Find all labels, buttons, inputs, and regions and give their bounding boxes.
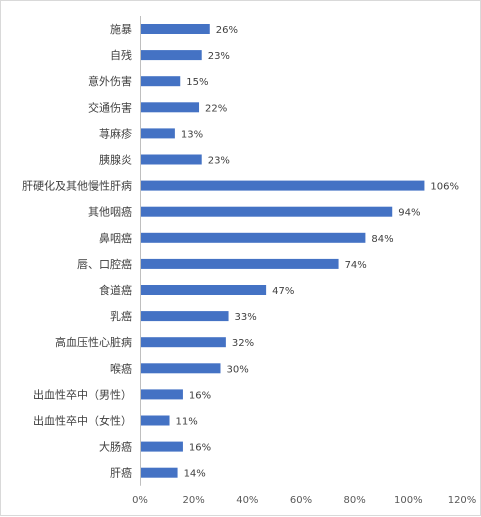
data-label: 74% [345, 260, 367, 271]
category-label: 出血性卒中（男性） [33, 387, 132, 401]
data-label: 13% [181, 129, 203, 140]
bar [141, 285, 267, 295]
labels-layer: 施暴 26% 自残 23% 意外伤害 15% 交通伤害 22% 荨麻疹 13% 胰腺炎 23% 肝硬化及… [22, 23, 476, 506]
data-label: 15% [186, 77, 208, 88]
category-label: 食道癌 [99, 283, 132, 297]
category-label: 施暴 [110, 23, 132, 36]
category-label: 意外伤害 [88, 74, 132, 88]
x-tick-label: 120% [448, 495, 477, 506]
category-label: 肝硬化及其他慢性肝病 [22, 179, 132, 193]
data-label: 47% [272, 286, 294, 297]
bar [141, 24, 210, 34]
category-label: 大肠癌 [99, 440, 132, 454]
data-label: 11% [176, 417, 198, 428]
bar [141, 128, 175, 139]
x-tick-label: 100% [394, 495, 423, 506]
category-label: 交通伤害 [88, 100, 132, 114]
bar [141, 102, 200, 113]
bar [141, 467, 178, 478]
data-label: 106% [430, 182, 459, 193]
data-label: 16% [189, 443, 211, 454]
data-label: 14% [184, 469, 206, 480]
bar [141, 337, 226, 348]
bar [141, 441, 183, 452]
data-label: 22% [205, 103, 227, 114]
data-label: 16% [189, 390, 211, 401]
category-label: 高血压性心脏病 [55, 335, 132, 349]
x-tick-label: 0% [132, 495, 148, 506]
category-label: 自残 [110, 48, 132, 62]
category-label: 其他咽癌 [88, 205, 132, 219]
category-label: 乳癌 [110, 309, 132, 323]
bar [141, 415, 170, 426]
data-label: 30% [227, 364, 249, 375]
bar [141, 311, 229, 322]
bar [141, 50, 202, 61]
bar [141, 258, 339, 269]
x-tick-label: 80% [344, 495, 366, 506]
bar [141, 389, 183, 400]
data-label: 26% [216, 25, 238, 36]
data-label: 94% [398, 208, 420, 219]
category-label: 出血性卒中（女性） [33, 414, 132, 428]
category-label: 胰腺炎 [99, 153, 132, 167]
category-label: 喉癌 [110, 361, 132, 375]
x-tick-label: 40% [236, 495, 258, 506]
x-tick-label: 20% [183, 495, 205, 506]
category-label: 鼻咽癌 [99, 231, 132, 245]
bars-layer [141, 24, 425, 478]
data-label: 23% [208, 156, 230, 167]
x-tick-label: 60% [290, 495, 312, 506]
bar [141, 180, 425, 191]
bar [141, 232, 366, 243]
category-label: 肝癌 [110, 466, 132, 480]
bar [141, 363, 221, 374]
category-label: 荨麻疹 [99, 126, 132, 140]
bar [141, 154, 202, 165]
data-label: 33% [235, 312, 257, 323]
category-label: 唇、口腔癌 [77, 257, 132, 271]
bar [141, 206, 393, 217]
data-label: 84% [371, 234, 393, 245]
data-label: 32% [232, 338, 254, 349]
data-label: 23% [208, 51, 230, 62]
bar [141, 76, 181, 87]
